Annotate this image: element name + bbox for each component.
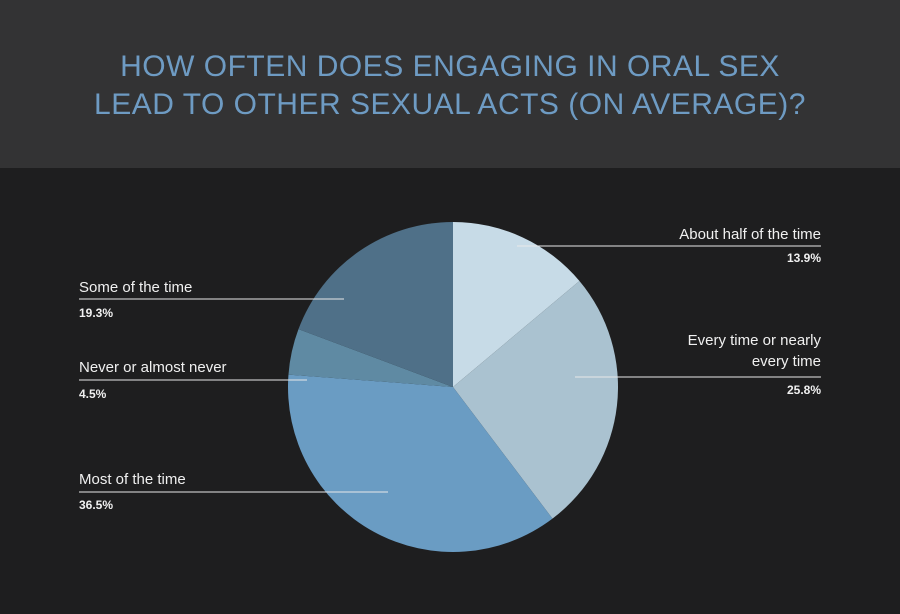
pie-slice-most <box>288 374 553 553</box>
pie-slice-some <box>298 222 453 387</box>
label-every-time: Every time or nearly every time <box>521 330 821 372</box>
title-banner: HOW OFTEN DOES ENGAGING IN ORAL SEX LEAD… <box>0 0 900 168</box>
pie-slice-every-time <box>453 281 618 519</box>
chart-title-line-2: LEAD TO OTHER SEXUAL ACTS (ON AVERAGE)? <box>94 88 806 121</box>
label-about-half-text: About half of the time <box>679 226 821 243</box>
pie-slice-about-half <box>453 222 580 387</box>
pct-about-half: 13.9% <box>786 251 821 265</box>
label-never: Never or almost never <box>79 359 227 376</box>
chart-title: HOW OFTEN DOES ENGAGING IN ORAL SEX LEAD… <box>0 48 900 124</box>
pct-some: 19.3% <box>79 306 114 320</box>
chart-title-line-1: HOW OFTEN DOES ENGAGING IN ORAL SEX <box>120 50 780 83</box>
pct-never: 4.5% <box>79 387 107 401</box>
label-most: Most of the time <box>79 471 186 488</box>
label-every-time-line-1: Every time or nearly <box>687 332 821 349</box>
label-about-half: About half of the time <box>521 224 821 245</box>
label-some: Some of the time <box>79 279 193 296</box>
pct-every-time: 25.8% <box>786 383 821 397</box>
label-every-time-line-2: every time <box>751 353 821 370</box>
pie-slice-never <box>288 329 453 387</box>
pct-most: 36.5% <box>79 498 114 512</box>
